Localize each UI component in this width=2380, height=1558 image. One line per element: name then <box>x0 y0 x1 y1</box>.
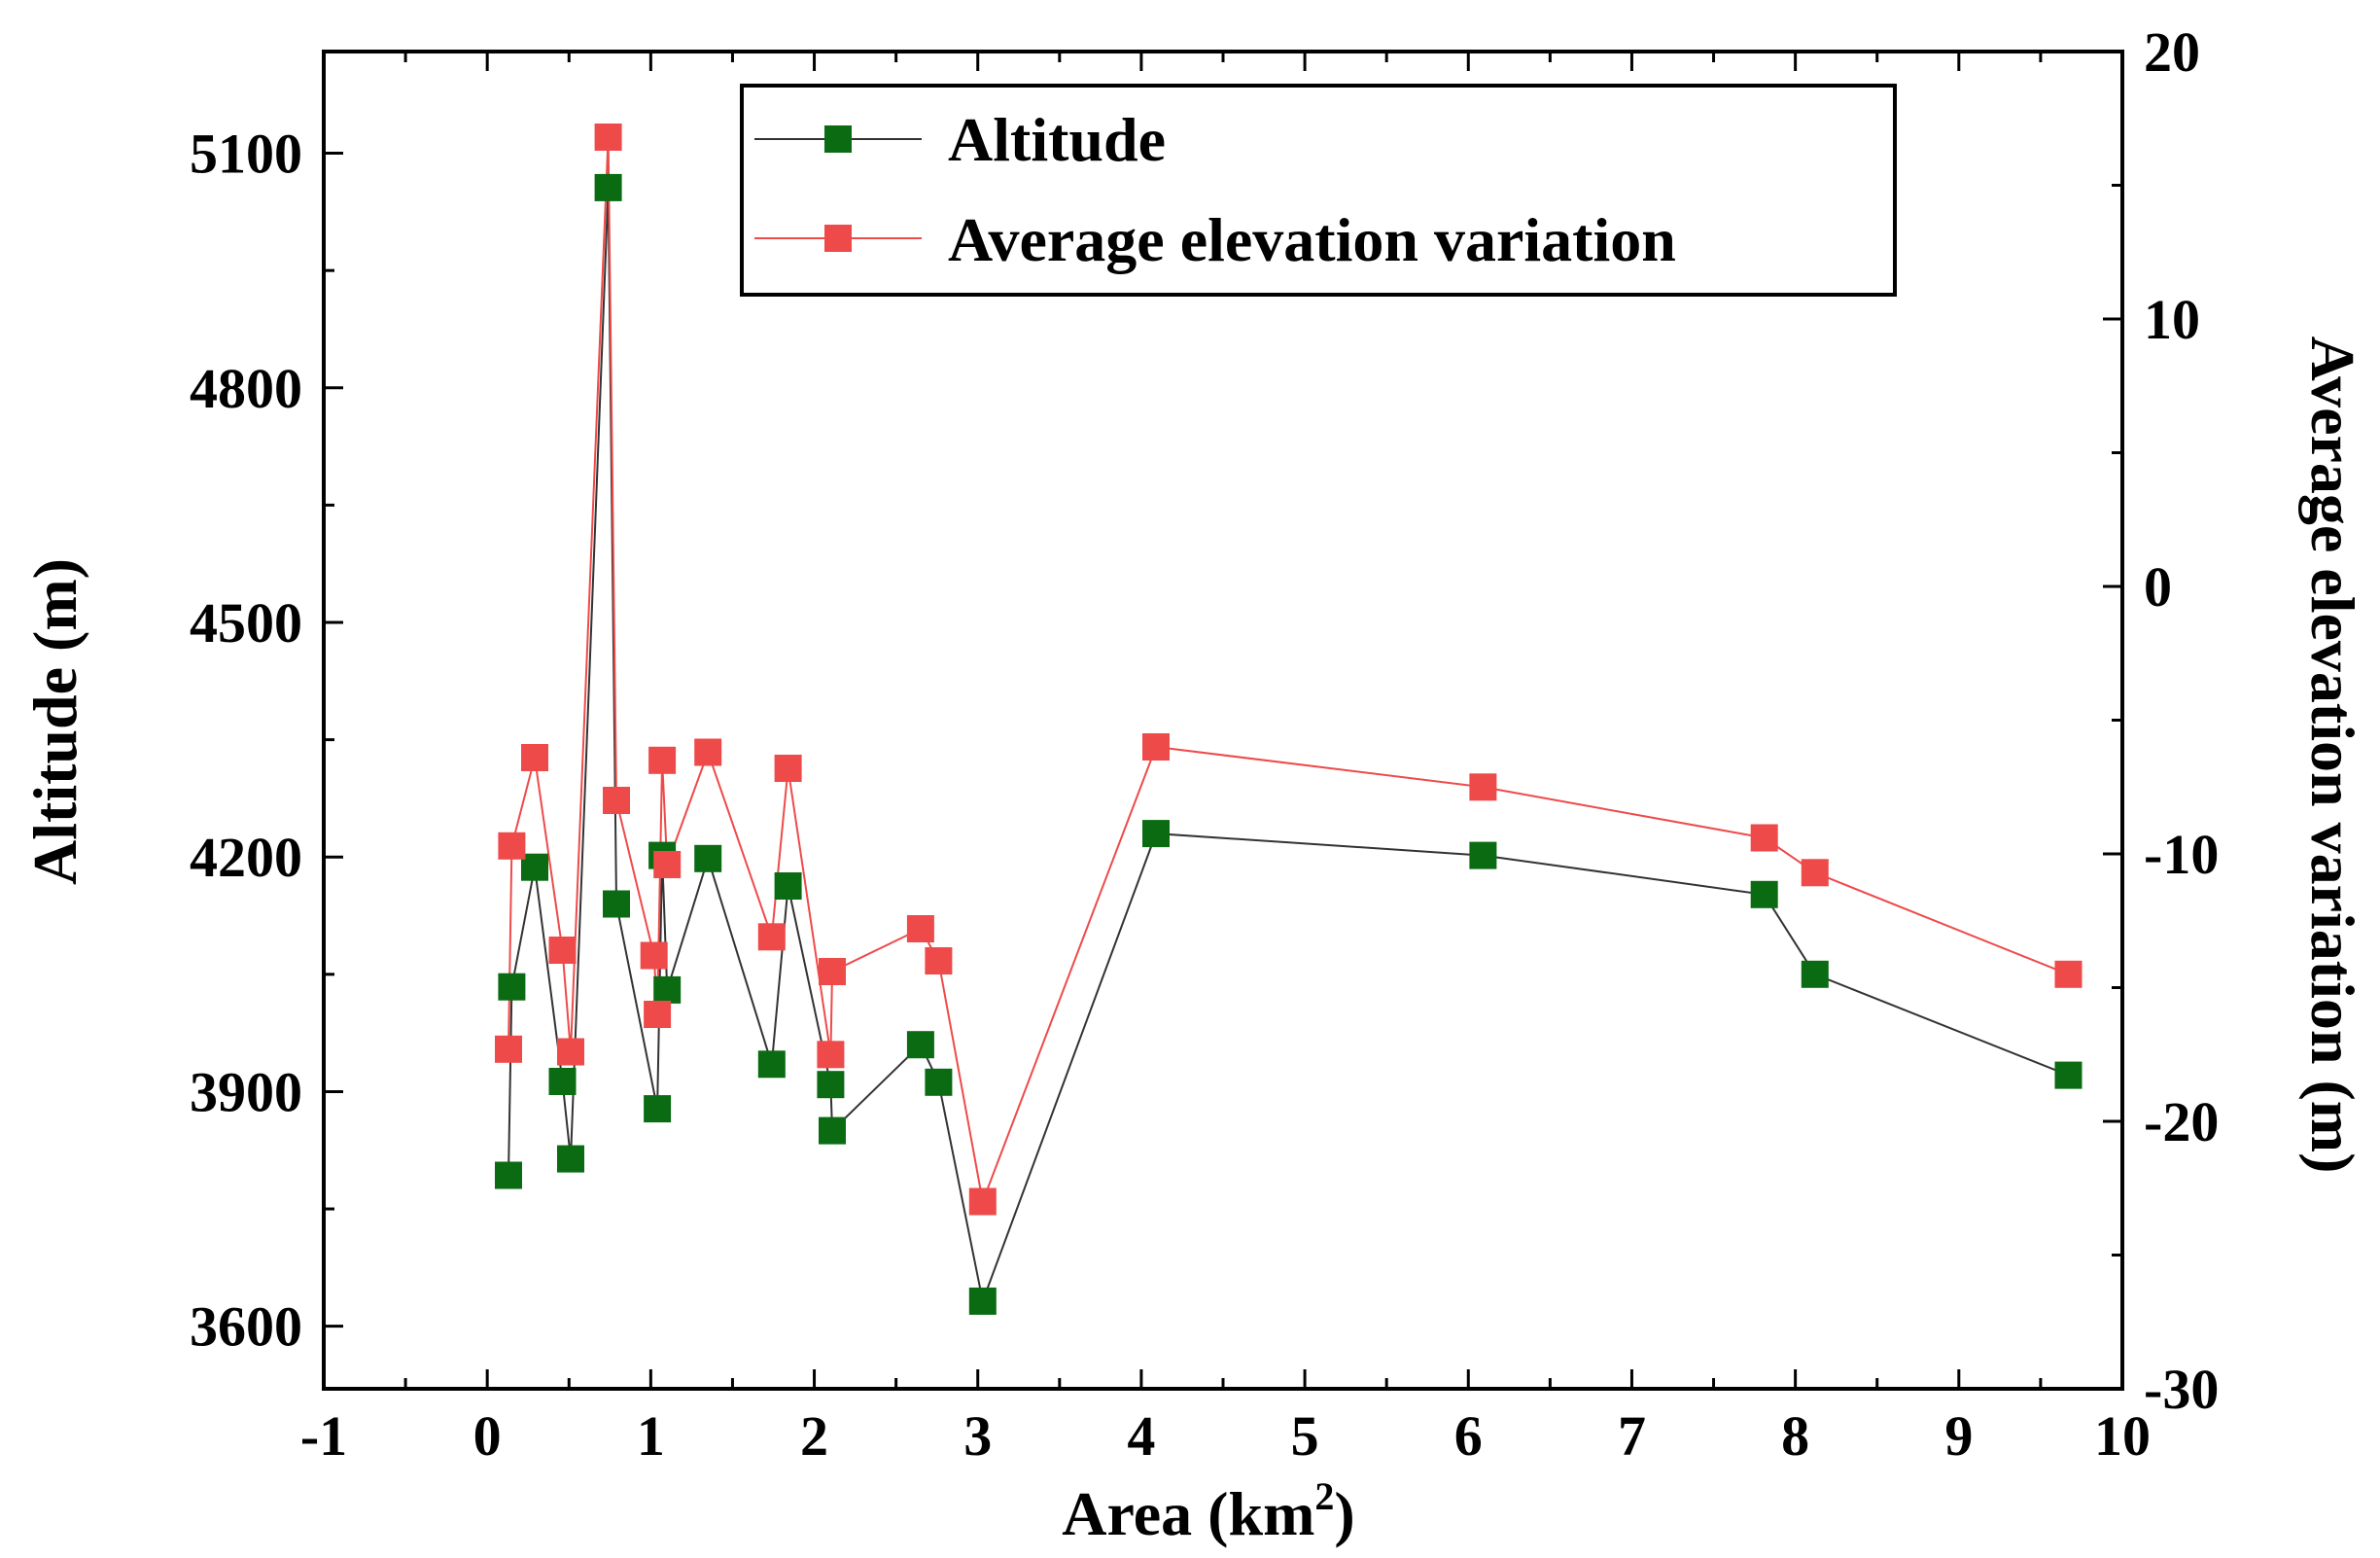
variation-point <box>968 1187 997 1216</box>
y-right-tick-label: -20 <box>2144 1090 2219 1153</box>
altitude-point <box>968 1287 997 1315</box>
x-axis-title-suffix: ) <box>1334 1479 1354 1548</box>
altitude-point <box>694 844 722 872</box>
x-tick-label: 8 <box>1781 1404 1809 1468</box>
variation-point <box>603 787 630 814</box>
variation-point <box>1142 733 1170 761</box>
altitude-point <box>644 1095 672 1123</box>
x-tick-label: 4 <box>1127 1404 1155 1468</box>
x-tick-label: 2 <box>800 1404 828 1468</box>
x-tick-label: 1 <box>637 1404 665 1468</box>
x-tick-label: 7 <box>1618 1404 1646 1468</box>
altitude-point <box>774 872 802 900</box>
variation-point <box>495 1035 522 1063</box>
altitude-point <box>817 1071 845 1099</box>
x-tick-label: 10 <box>2094 1404 2151 1468</box>
altitude-point <box>925 1068 953 1096</box>
plot-frame <box>322 50 2124 1391</box>
tick-labels: -1 0 1 2 3 4 5 6 7 8 9 10360039004200450048005100-3… <box>190 20 2219 1468</box>
x-axis-title-superscript: 2 <box>1314 1474 1334 1518</box>
altitude-point <box>603 890 630 918</box>
variation-point <box>2054 960 2082 988</box>
altitude-point <box>1469 841 1497 869</box>
legend: Altitude Average elevation variation <box>740 84 1897 297</box>
altitude-point <box>548 1068 577 1095</box>
x-axis-title-main: Area (km <box>1062 1479 1314 1548</box>
variation-point <box>757 923 786 951</box>
variation-point <box>925 947 953 974</box>
legend-variation-marker <box>824 225 852 252</box>
variation-point <box>1750 824 1778 852</box>
series-markers <box>495 124 2082 1315</box>
x-tick-label: 3 <box>963 1404 992 1468</box>
y-left-tick-label: 3900 <box>190 1060 302 1123</box>
y-left-tick-label: 4800 <box>190 357 302 420</box>
altitude-point <box>653 975 682 1004</box>
variation-point <box>644 1001 672 1028</box>
y-left-tick-label: 5100 <box>190 123 302 186</box>
y-right-tick-label: 20 <box>2144 20 2200 84</box>
x-axis-title: Area (km2) <box>1062 1474 1354 1548</box>
x-tick-label: 6 <box>1454 1404 1483 1468</box>
variation-point <box>906 915 934 942</box>
x-tick-label: 0 <box>473 1404 502 1468</box>
y-axis-right-title: Average elevation variation (m) <box>2298 336 2367 1174</box>
y-right-tick-label: -30 <box>2144 1358 2219 1421</box>
variation-point <box>521 744 548 771</box>
variation-point <box>594 124 622 151</box>
variation-point <box>1469 773 1497 801</box>
altitude-point <box>906 1031 934 1059</box>
variation-point <box>648 746 677 774</box>
variation-point <box>819 958 846 985</box>
y-left-tick-label: 4200 <box>190 826 302 889</box>
legend-altitude-marker <box>824 125 852 153</box>
variation-point <box>817 1041 845 1069</box>
y-left-tick-label: 3600 <box>190 1295 302 1359</box>
altitude-point <box>819 1116 846 1145</box>
altitude-point <box>1750 880 1778 908</box>
altitude-point <box>594 173 622 201</box>
legend-altitude-label: Altitude <box>948 105 1166 174</box>
variation-point <box>548 937 577 964</box>
x-tick-label: 5 <box>1291 1404 1319 1468</box>
altitude-point <box>757 1050 786 1079</box>
variation-point <box>498 832 526 860</box>
variation-series-line <box>508 136 2069 1206</box>
y-right-tick-label: -10 <box>2144 823 2219 886</box>
variation-point <box>774 755 802 782</box>
variation-point <box>557 1038 584 1066</box>
x-tick-label: 9 <box>1944 1404 1973 1468</box>
altitude-point <box>1801 960 1829 988</box>
variation-point <box>1801 859 1829 887</box>
variation-point <box>653 851 682 878</box>
y-left-tick-label: 4500 <box>190 591 302 655</box>
variation-point <box>640 941 668 970</box>
legend-box <box>740 84 1897 297</box>
y-axis-left-title: Altitude (m) <box>20 558 89 885</box>
legend-variation-label: Average elevation variation <box>948 205 1676 274</box>
altitude-point <box>498 973 526 1001</box>
altitude-point <box>521 853 548 881</box>
altitude-point <box>2054 1061 2082 1089</box>
variation-point <box>694 738 722 766</box>
altitude-point <box>1142 820 1170 848</box>
altitude-point <box>557 1145 584 1173</box>
altitude-point <box>495 1161 522 1189</box>
y-right-tick-label: 10 <box>2144 288 2200 351</box>
y-right-tick-label: 0 <box>2144 555 2172 619</box>
x-tick-label: -1 <box>300 1404 347 1468</box>
